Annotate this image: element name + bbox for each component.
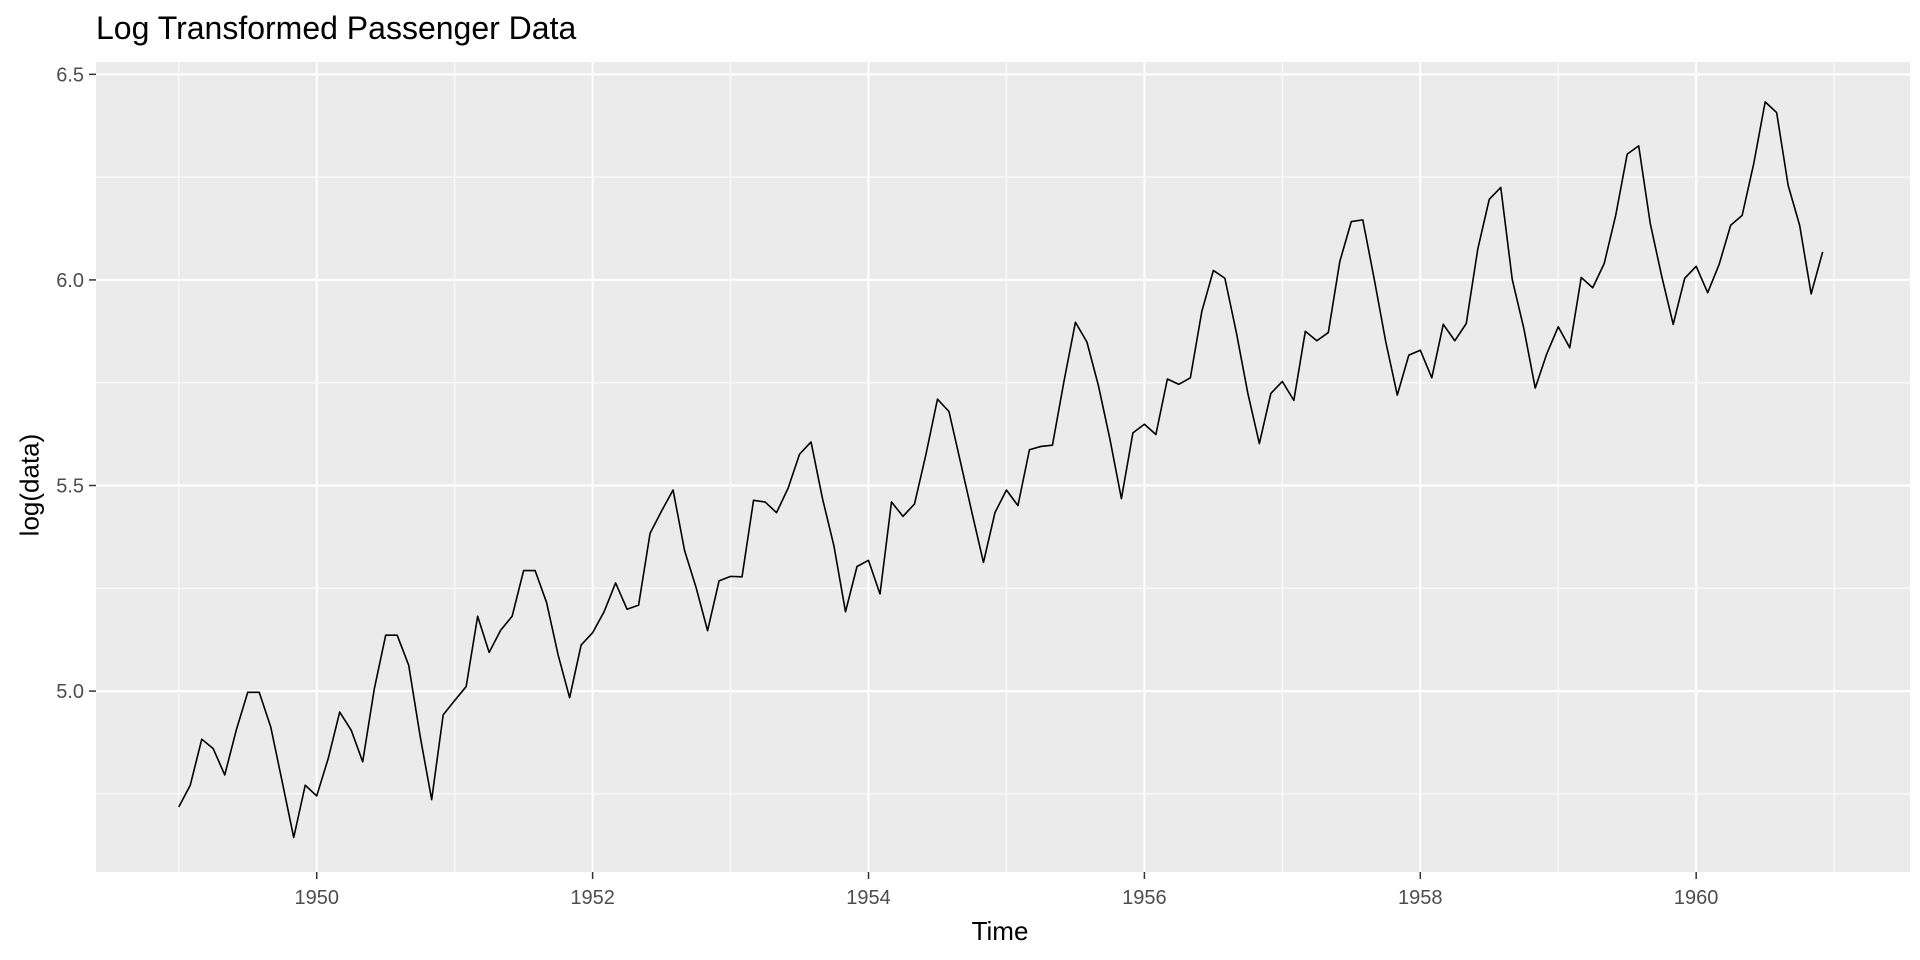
y-axis: 5.0 5.5 6.0 6.5: [56, 64, 96, 703]
y-tick-label: 5.5: [56, 476, 84, 498]
x-tick-label: 1954: [846, 887, 891, 909]
x-tick-label: 1956: [1122, 887, 1167, 909]
y-tick-label: 6.5: [56, 64, 84, 86]
x-tick-label: 1950: [294, 887, 339, 909]
x-tick-label: 1958: [1398, 887, 1443, 909]
chart-title: Log Transformed Passenger Data: [96, 10, 577, 46]
x-axis-label: Time: [971, 916, 1029, 946]
plot-panel: [96, 62, 1910, 872]
minor-grid: [96, 62, 1910, 872]
x-tick-label: 1952: [570, 887, 615, 909]
x-axis: 1950 1952 1954 1956 1958 1960: [294, 872, 1718, 909]
y-tick-label: 6.0: [56, 270, 84, 292]
x-tick-label: 1960: [1674, 887, 1719, 909]
y-tick-label: 5.0: [56, 681, 84, 703]
major-grid: [96, 62, 1910, 872]
series-line: [178, 101, 1824, 839]
